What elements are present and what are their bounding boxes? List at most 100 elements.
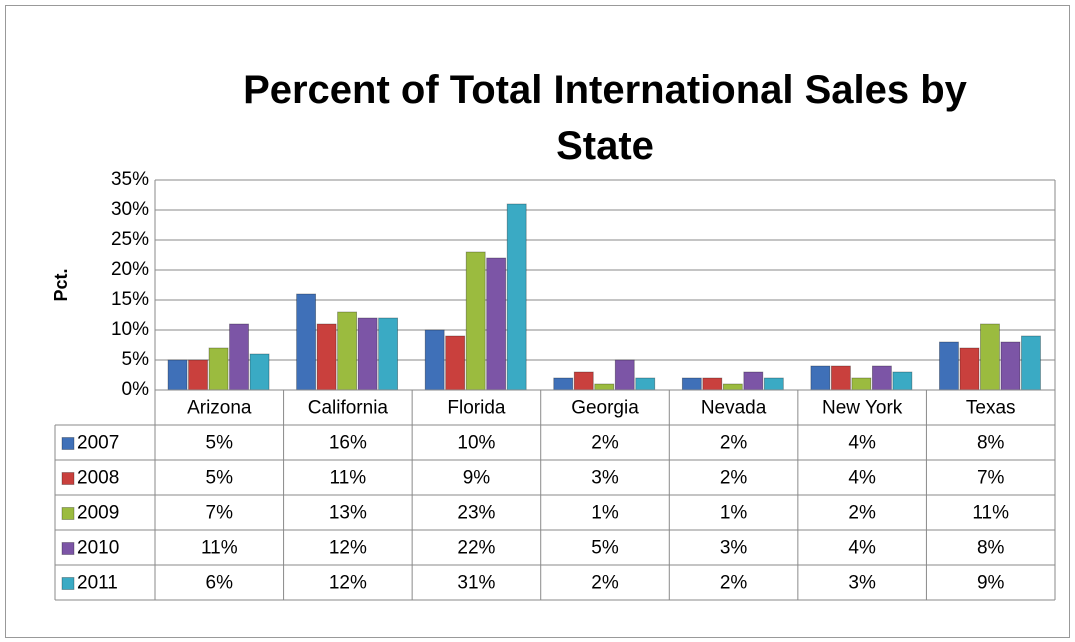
data-label: 7% <box>206 503 234 524</box>
bar <box>722 383 743 391</box>
legend-key <box>61 507 75 520</box>
bar <box>465 251 486 391</box>
data-label: 3% <box>720 538 748 559</box>
bar <box>939 341 959 391</box>
legend-label: 2007 <box>77 433 119 454</box>
y-axis-label: Pct. <box>51 268 71 301</box>
data-label: 2% <box>720 433 748 454</box>
bar <box>594 383 615 391</box>
y-tick-label: 0% <box>122 379 150 400</box>
bar <box>445 335 466 391</box>
y-tick-label: 10% <box>111 319 149 340</box>
legend-key <box>61 472 75 485</box>
x-tick-label: Nevada <box>701 398 767 419</box>
data-label: 2% <box>591 573 619 594</box>
data-label: 23% <box>457 503 495 524</box>
bar <box>378 317 399 391</box>
bar <box>892 371 913 391</box>
x-tick-label: California <box>308 398 389 419</box>
data-label: 4% <box>848 538 876 559</box>
x-tick-label: Arizona <box>187 398 252 419</box>
data-label: 12% <box>329 573 367 594</box>
bar <box>249 353 270 391</box>
legend-label: 2010 <box>77 538 119 559</box>
y-tick-label: 5% <box>122 349 150 370</box>
data-label: 11% <box>330 468 367 489</box>
data-label: 3% <box>591 468 619 489</box>
legend-key <box>61 437 75 450</box>
data-label: 1% <box>720 503 748 524</box>
bar <box>810 365 831 391</box>
data-label: 3% <box>848 573 876 594</box>
data-label: 2% <box>848 503 876 524</box>
y-tick-label: 15% <box>111 289 149 310</box>
bar <box>763 377 784 391</box>
data-label: 11% <box>972 503 1009 524</box>
y-tick-label: 35% <box>111 169 149 190</box>
chart-border <box>5 5 1070 638</box>
data-label: 9% <box>977 573 1005 594</box>
data-label: 5% <box>206 433 234 454</box>
bar <box>871 365 892 391</box>
data-label: 5% <box>591 538 619 559</box>
y-tick-label: 20% <box>111 259 149 280</box>
bar <box>702 377 723 391</box>
bar <box>1021 335 1041 391</box>
bar <box>506 203 527 391</box>
bar <box>614 359 635 391</box>
bar <box>424 329 445 391</box>
bar <box>959 347 980 391</box>
bar <box>229 323 249 391</box>
bar <box>486 257 507 391</box>
legend-label: 2008 <box>77 468 119 489</box>
legend-label: 2011 <box>77 573 118 594</box>
data-label: 7% <box>977 468 1005 489</box>
data-label: 10% <box>457 433 495 454</box>
x-tick-label: Florida <box>447 398 506 419</box>
y-tick-label: 25% <box>111 229 149 250</box>
data-label: 6% <box>206 573 234 594</box>
bar <box>296 293 317 391</box>
data-label: 12% <box>329 538 367 559</box>
data-label: 2% <box>591 433 619 454</box>
chart-title: Percent of Total International Sales by … <box>243 68 967 168</box>
data-label: 16% <box>329 433 367 454</box>
data-label: 31% <box>457 573 495 594</box>
legend-key <box>61 577 75 590</box>
data-label: 4% <box>848 433 876 454</box>
data-label: 22% <box>457 538 495 559</box>
legend-key <box>61 542 75 555</box>
bar <box>681 377 702 391</box>
data-label: 5% <box>206 468 234 489</box>
bar <box>167 359 188 391</box>
bar <box>830 365 851 391</box>
x-tick-label: New York <box>822 398 903 419</box>
legend-label: 2009 <box>77 503 119 524</box>
bar <box>635 377 656 391</box>
x-tick-label: Georgia <box>571 398 639 419</box>
data-label: 13% <box>329 503 367 524</box>
bar <box>1000 341 1021 391</box>
x-tick-label: Texas <box>966 398 1016 419</box>
data-label: 11% <box>201 538 238 559</box>
data-label: 2% <box>720 468 748 489</box>
data-label: 2% <box>720 573 748 594</box>
bar <box>851 377 872 391</box>
bar <box>337 311 358 391</box>
bar <box>357 317 378 391</box>
bar <box>553 377 574 391</box>
data-label: 4% <box>848 468 876 489</box>
data-label: 1% <box>591 503 619 524</box>
bar <box>316 323 337 391</box>
bar <box>208 347 229 391</box>
bar <box>743 371 764 391</box>
bar <box>980 323 1000 391</box>
data-label: 9% <box>463 468 491 489</box>
bar <box>188 359 208 391</box>
data-label: 8% <box>977 538 1005 559</box>
data-label: 8% <box>977 433 1005 454</box>
y-tick-label: 30% <box>111 199 149 220</box>
bar <box>573 371 594 391</box>
